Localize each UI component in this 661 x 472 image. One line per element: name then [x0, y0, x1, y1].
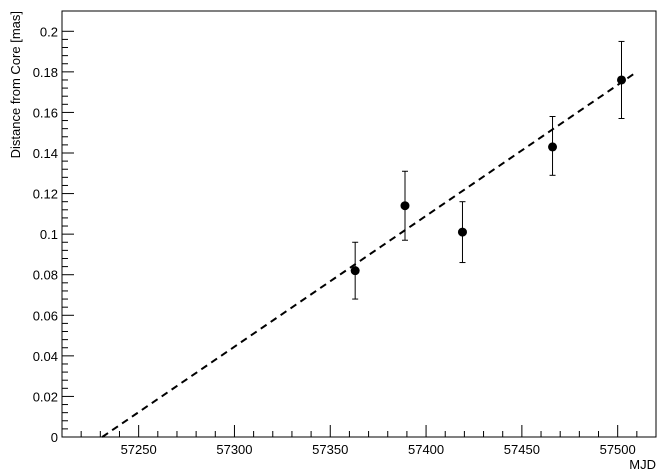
data-point [617, 75, 627, 85]
y-tick-label: 0.06 [33, 308, 58, 323]
x-tick-label: 57500 [600, 442, 636, 457]
y-tick-label: 0.2 [40, 24, 58, 39]
y-tick-label: 0.04 [33, 349, 58, 364]
fit-line [101, 71, 638, 438]
y-axis: 0 0.02 0.04 0.06 0.08 0.1 0.12 0.14 0.16 0.18 0.2 [33, 24, 74, 445]
y-tick-label: 0.02 [33, 389, 58, 404]
y-tick-label: 0.14 [33, 146, 58, 161]
data-point [548, 142, 558, 152]
y-axis-title: Distance from Core [mas] [8, 11, 23, 158]
data-point [457, 227, 467, 237]
x-tick-label: 57450 [504, 442, 540, 457]
y-tick-label: 0 [51, 430, 58, 445]
y-tick-label: 0.16 [33, 105, 58, 120]
data-point [350, 266, 360, 276]
y-tick-label: 0.12 [33, 187, 58, 202]
x-tick-label: 57400 [408, 442, 444, 457]
y-tick-label: 0.18 [33, 65, 58, 80]
fit-line-group [101, 71, 638, 438]
y-tick-label: 0.1 [40, 227, 58, 242]
x-axis: 57250 57300 57350 57400 57450 57500 [61, 425, 657, 457]
x-tick-label: 57300 [216, 442, 252, 457]
x-tick-label: 57250 [121, 442, 157, 457]
data-point [400, 201, 410, 211]
data-points-group [350, 40, 627, 300]
plot-frame [61, 10, 657, 438]
x-tick-label: 57350 [312, 442, 348, 457]
y-tick-label: 0.08 [33, 268, 58, 283]
x-axis-title: MJD [629, 457, 656, 472]
